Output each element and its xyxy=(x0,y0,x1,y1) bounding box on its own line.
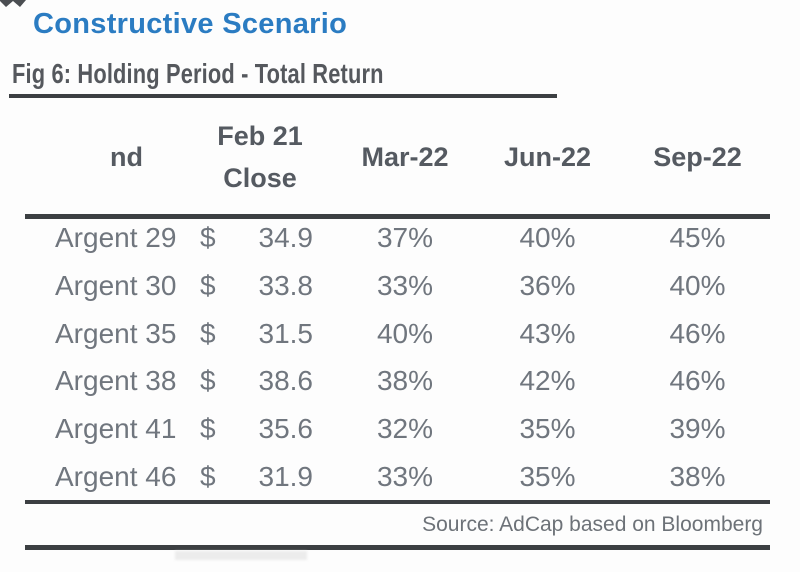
column-header-bond: nd xyxy=(110,141,143,172)
table-row: Argent 35 $ 31.5 40% 43% 46% xyxy=(25,310,770,358)
figure-title-underline xyxy=(9,94,557,98)
source-note: Source: AdCap based on Bloomberg xyxy=(422,512,763,536)
close-price-value: 34.9 xyxy=(258,221,314,253)
sep22-return-cell: 38% xyxy=(669,461,726,493)
currency-symbol: $ xyxy=(200,413,216,445)
table-row: Argent 29 $ 34.9 37% 40% 45% xyxy=(25,214,770,262)
close-price-value: 38.6 xyxy=(258,365,314,397)
jun22-return-cell: 36% xyxy=(519,269,576,301)
column-header-mar22: Mar-22 xyxy=(361,141,449,172)
figure-title: Fig 6: Holding Period - Total Return xyxy=(12,58,384,89)
mar22-return-cell: 40% xyxy=(376,317,434,349)
bond-name-cell: Argent 38 xyxy=(55,365,177,397)
column-header-feb21-line1: Feb 21 xyxy=(217,121,303,151)
close-price-cell: $ 38.6 xyxy=(180,365,340,397)
column-header-feb21-close: Feb 21 Close xyxy=(180,115,340,199)
mar22-return-cell: 32% xyxy=(376,413,434,445)
currency-symbol: $ xyxy=(200,365,216,397)
column-header-jun22: Jun-22 xyxy=(503,141,592,172)
close-price-value: 31.5 xyxy=(258,317,314,349)
close-price-cell: $ 34.9 xyxy=(180,222,340,254)
currency-symbol: $ xyxy=(200,221,216,253)
cropped-corner-artifact xyxy=(0,0,26,7)
jun22-return-cell: 40% xyxy=(519,221,576,253)
currency-symbol: $ xyxy=(200,269,216,301)
sep22-return-cell: 46% xyxy=(669,365,726,397)
header-divider xyxy=(25,214,770,219)
column-header-feb21-line2: Close xyxy=(223,163,297,193)
jun22-return-cell: 43% xyxy=(519,317,576,349)
sep22-return-cell: 45% xyxy=(669,221,726,253)
table-row: Argent 46 $ 31.9 33% 35% 38% xyxy=(25,453,770,501)
close-price-value: 31.9 xyxy=(258,461,314,493)
bond-name-cell: Argent 41 xyxy=(55,413,177,445)
table-row: Argent 41 $ 35.6 32% 35% 39% xyxy=(25,405,770,453)
mar22-return-cell: 33% xyxy=(376,269,434,301)
bond-name-cell: Argent 35 xyxy=(55,317,177,349)
close-price-cell: $ 35.6 xyxy=(180,413,340,445)
close-price-cell: $ 31.9 xyxy=(180,461,340,493)
cropped-text-artifact xyxy=(175,551,307,560)
jun22-return-cell: 42% xyxy=(519,365,576,397)
close-price-cell: $ 33.8 xyxy=(180,270,340,302)
jun22-return-cell: 35% xyxy=(519,413,576,445)
currency-symbol: $ xyxy=(200,317,216,349)
sep22-return-cell: 39% xyxy=(669,413,726,445)
mar22-return-cell: 33% xyxy=(376,461,434,493)
bond-name-cell: Argent 30 xyxy=(55,269,177,301)
sep22-return-cell: 46% xyxy=(669,317,726,349)
close-price-value: 35.6 xyxy=(258,413,314,445)
page-title: Constructive Scenario xyxy=(33,8,348,40)
close-price-cell: $ 31.5 xyxy=(180,318,340,350)
jun22-return-cell: 35% xyxy=(519,461,576,493)
column-header-sep22: Sep-22 xyxy=(653,141,742,172)
mar22-return-cell: 38% xyxy=(376,365,434,397)
currency-symbol: $ xyxy=(200,461,216,493)
footer-divider-bottom xyxy=(25,545,770,550)
table-row: Argent 30 $ 33.8 33% 36% 40% xyxy=(25,262,770,310)
bond-name-cell: Argent 46 xyxy=(55,461,177,493)
mar22-return-cell: 37% xyxy=(376,221,434,253)
footer-divider-top xyxy=(25,500,770,504)
sep22-return-cell: 40% xyxy=(669,269,726,301)
table-body: Argent 29 $ 34.9 37% 40% 45% Argent 30 $… xyxy=(25,214,770,501)
table-header-row: nd Feb 21 Close Mar-22 Jun-22 Sep-22 xyxy=(25,105,770,209)
table-row: Argent 38 $ 38.6 38% 42% 46% xyxy=(25,357,770,405)
bond-name-cell: Argent 29 xyxy=(55,221,177,253)
close-price-value: 33.8 xyxy=(258,269,314,301)
